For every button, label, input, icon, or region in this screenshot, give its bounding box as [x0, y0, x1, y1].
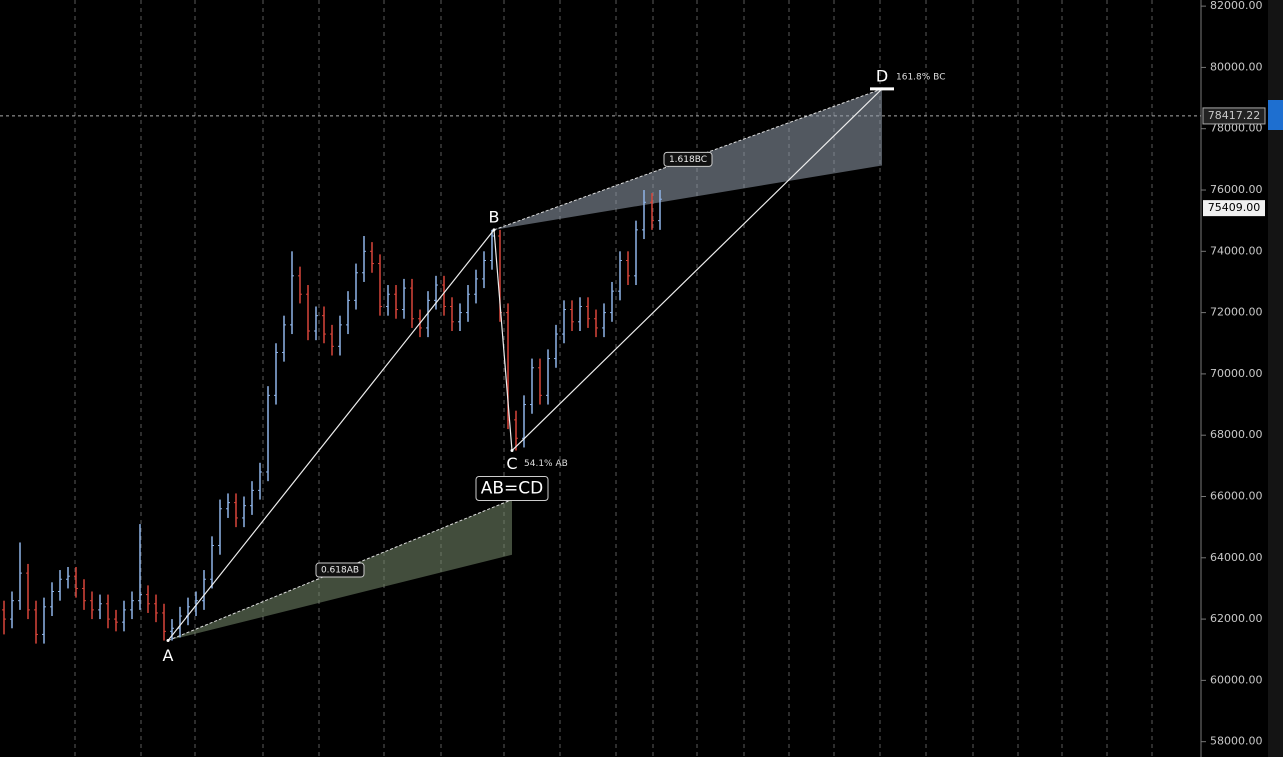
y-tick-label: 60000.00 [1210, 673, 1263, 686]
y-tick-label: 64000.00 [1210, 551, 1263, 564]
sidebar[interactable] [1268, 0, 1283, 757]
y-tick-label: 80000.00 [1210, 60, 1263, 73]
pattern-point-label: A [163, 646, 174, 665]
y-tick-label: 66000.00 [1210, 489, 1263, 502]
pattern-leg [493, 229, 513, 451]
y-tick-label: 62000.00 [1210, 612, 1263, 625]
zone-label-box [315, 562, 365, 578]
y-tick-label: 58000.00 [1210, 735, 1263, 748]
c-note: 54.1% AB [524, 459, 568, 469]
pattern-name: AB=CD [481, 479, 544, 499]
d-note: 161.8% BC [896, 72, 945, 82]
y-tick-label: 82000.00 [1210, 0, 1263, 12]
y-tick-label: 70000.00 [1210, 367, 1263, 380]
y-tick-label: 72000.00 [1210, 306, 1263, 319]
pattern-leg [511, 88, 883, 451]
last-price-box [1203, 200, 1265, 217]
last-price-label: 75409.00 [1208, 201, 1261, 214]
pattern-leg [167, 229, 495, 641]
y-tick-label: 78000.00 [1210, 122, 1263, 135]
y-tick-label: 68000.00 [1210, 428, 1263, 441]
sidebar-active[interactable] [1268, 100, 1283, 130]
crosshair-label: 78417.22 [1208, 109, 1261, 122]
pattern-point-label: D [876, 66, 888, 85]
pattern-point-label: C [506, 454, 517, 473]
pattern-point [510, 449, 514, 453]
pattern-point [166, 639, 170, 643]
zone-label: 1.618BC [669, 155, 707, 165]
zone-label: 0.618AB [321, 566, 359, 576]
pattern-point [492, 228, 496, 232]
pattern-point-label: B [489, 207, 500, 226]
crosshair-label-box [1202, 107, 1266, 125]
zone-label-box [663, 151, 713, 167]
y-tick-label: 76000.00 [1210, 183, 1263, 196]
y-tick-label: 74000.00 [1210, 244, 1263, 257]
pattern-name-box [475, 476, 549, 502]
